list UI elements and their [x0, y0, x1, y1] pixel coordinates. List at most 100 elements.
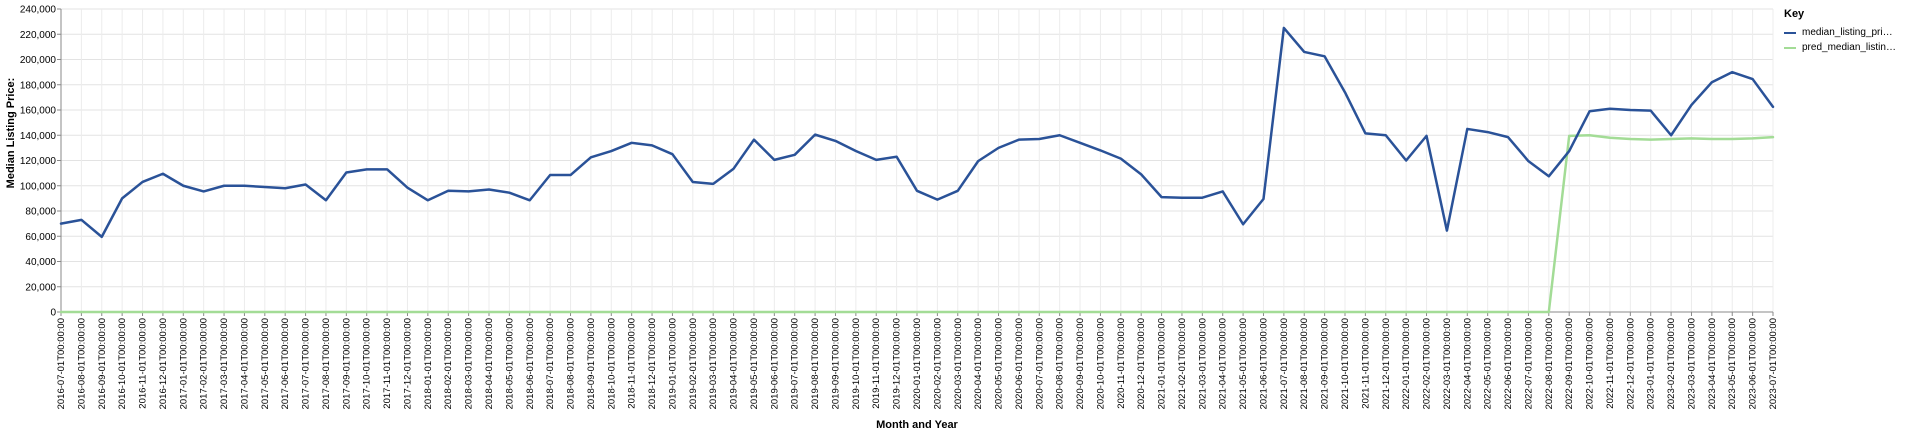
- x-tick-label: 2023-03-01T00:00:00: [1686, 318, 1697, 409]
- x-tick-label: 2018-11-01T00:00:00: [627, 318, 638, 409]
- x-tick-label: 2019-09-01T00:00:00: [830, 318, 841, 409]
- x-tick-label: 2021-10-01T00:00:00: [1340, 318, 1351, 409]
- y-tick-label: 80,000: [25, 207, 56, 218]
- x-tick-label: 2020-11-01T00:00:00: [1116, 318, 1127, 409]
- x-tick-label: 2022-05-01T00:00:00: [1483, 318, 1494, 409]
- x-tick-label: 2022-10-01T00:00:00: [1585, 318, 1596, 409]
- x-tick-label: 2021-07-01T00:00:00: [1279, 318, 1290, 409]
- x-tick-label: 2018-02-01T00:00:00: [443, 318, 454, 409]
- x-tick-label: 2018-05-01T00:00:00: [504, 318, 515, 409]
- legend-label-pred: pred_median_listin…: [1802, 42, 1896, 53]
- x-tick-label: 2020-04-01T00:00:00: [973, 318, 984, 409]
- y-tick-label: 220,000: [20, 30, 57, 41]
- y-tick-label: 160,000: [20, 106, 57, 117]
- x-tick-label: 2023-06-01T00:00:00: [1748, 318, 1759, 409]
- y-axis: 0 20,000 40,000 60,000 80,000 100,000 120,000 1…: [20, 5, 62, 319]
- legend-swatch-median: [1784, 31, 1796, 34]
- x-tick-label: 2021-12-01T00:00:00: [1381, 318, 1392, 409]
- x-tick-label: 2023-05-01T00:00:00: [1727, 318, 1738, 409]
- x-tick-label: 2016-09-01T00:00:00: [97, 318, 108, 409]
- x-tick-label: 2019-11-01T00:00:00: [871, 318, 882, 409]
- x-tick-label: 2017-10-01T00:00:00: [362, 318, 373, 409]
- x-tick-label: 2022-04-01T00:00:00: [1462, 318, 1473, 409]
- x-tick-label: 2017-04-01T00:00:00: [239, 318, 250, 409]
- x-tick-label: 2021-02-01T00:00:00: [1177, 318, 1188, 409]
- x-tick-label: 2018-09-01T00:00:00: [586, 318, 597, 409]
- x-tick-label: 2022-06-01T00:00:00: [1503, 318, 1514, 409]
- x-tick-label: 2019-05-01T00:00:00: [749, 318, 760, 409]
- x-tick-label: 2020-02-01T00:00:00: [932, 318, 943, 409]
- x-tick-label: 2017-12-01T00:00:00: [402, 318, 413, 409]
- legend-label-median: median_listing_pri…: [1802, 27, 1893, 38]
- x-tick-label: 2017-05-01T00:00:00: [260, 318, 271, 409]
- x-tick-label: 2022-11-01T00:00:00: [1605, 318, 1616, 409]
- x-tick-label: 2019-02-01T00:00:00: [688, 318, 699, 409]
- y-tick-label: 40,000: [25, 257, 56, 268]
- x-tick-label: 2019-06-01T00:00:00: [769, 318, 780, 409]
- x-tick-label: 2019-03-01T00:00:00: [708, 318, 719, 409]
- x-tick-label: 2018-01-01T00:00:00: [423, 318, 434, 409]
- x-tick-label: 2018-10-01T00:00:00: [606, 318, 617, 409]
- x-tick-label: 2017-06-01T00:00:00: [280, 318, 291, 409]
- x-tick-label: 2019-08-01T00:00:00: [810, 318, 821, 409]
- x-tick-label: 2019-01-01T00:00:00: [667, 318, 678, 409]
- x-tick-label: 2022-08-01T00:00:00: [1544, 318, 1555, 409]
- x-tick-label: 2022-01-01T00:00:00: [1401, 318, 1412, 409]
- x-tick-label: 2020-06-01T00:00:00: [1014, 318, 1025, 409]
- x-tick-label: 2017-01-01T00:00:00: [178, 318, 189, 409]
- x-tick-label: 2020-08-01T00:00:00: [1055, 318, 1066, 409]
- x-tick-label: 2020-03-01T00:00:00: [953, 318, 964, 409]
- x-tick-label: 2018-07-01T00:00:00: [545, 318, 556, 409]
- x-tick-label: 2018-03-01T00:00:00: [464, 318, 475, 409]
- y-tick-label: 180,000: [20, 80, 57, 91]
- x-tick-label: 2020-10-01T00:00:00: [1095, 318, 1106, 409]
- gridlines: [60, 8, 1774, 313]
- series-lines: [59, 26, 1775, 314]
- x-tick-label: 2021-08-01T00:00:00: [1299, 318, 1310, 409]
- x-tick-label: 2019-07-01T00:00:00: [790, 318, 801, 409]
- x-tick-label: 2020-09-01T00:00:00: [1075, 318, 1086, 409]
- x-tick-label: 2016-11-01T00:00:00: [138, 318, 149, 409]
- x-tick-label: 2016-10-01T00:00:00: [117, 318, 128, 409]
- x-tick-label: 2016-07-01T00:00:00: [56, 318, 67, 409]
- x-tick-label: 2018-06-01T00:00:00: [525, 318, 536, 409]
- x-tick-label: 2016-08-01T00:00:00: [76, 318, 87, 409]
- legend-swatch-pred: [1784, 46, 1796, 49]
- x-tick-label: 2022-09-01T00:00:00: [1564, 318, 1575, 409]
- x-tick-label: 2021-11-01T00:00:00: [1360, 318, 1371, 409]
- x-tick-label: 2021-04-01T00:00:00: [1218, 318, 1229, 409]
- legend-item-median-listing-price: median_listing_pri…: [1784, 25, 1896, 40]
- y-tick-label: 100,000: [20, 181, 57, 192]
- x-tick-label: 2017-03-01T00:00:00: [219, 318, 230, 409]
- y-tick-label: 20,000: [25, 282, 56, 293]
- y-tick-label: 60,000: [25, 232, 56, 243]
- x-tick-label: 2020-01-01T00:00:00: [912, 318, 923, 409]
- x-tick-label: 2022-02-01T00:00:00: [1422, 318, 1433, 409]
- x-tick-label: 2021-03-01T00:00:00: [1197, 318, 1208, 409]
- x-axis: 2016-07-01T00:00:00 2016-08-01T00:00:00 20…: [56, 311, 1779, 409]
- y-tick-label: 140,000: [20, 131, 57, 142]
- x-tick-label: 2021-01-01T00:00:00: [1157, 318, 1168, 409]
- x-tick-label: 2019-04-01T00:00:00: [729, 318, 740, 409]
- x-tick-label: 2020-07-01T00:00:00: [1034, 318, 1045, 409]
- x-axis-title: Month and Year: [876, 419, 958, 431]
- legend-item-pred-median-listing: pred_median_listin…: [1784, 40, 1896, 55]
- x-tick-label: 2017-08-01T00:00:00: [321, 318, 332, 409]
- x-tick-label: 2019-12-01T00:00:00: [892, 318, 903, 409]
- series-line-pred-median-listing-price: [59, 134, 1775, 314]
- x-tick-label: 2021-06-01T00:00:00: [1258, 318, 1269, 409]
- y-tick-label: 120,000: [20, 156, 57, 167]
- x-tick-label: 2017-02-01T00:00:00: [199, 318, 210, 409]
- x-tick-label: 2019-10-01T00:00:00: [851, 318, 862, 409]
- x-tick-label: 2022-07-01T00:00:00: [1523, 318, 1534, 409]
- x-tick-label: 2023-01-01T00:00:00: [1646, 318, 1657, 409]
- x-tick-label: 2020-12-01T00:00:00: [1136, 318, 1147, 409]
- x-tick-label: 2021-05-01T00:00:00: [1238, 318, 1249, 409]
- x-tick-label: 2017-11-01T00:00:00: [382, 318, 393, 409]
- legend-title: Key: [1784, 8, 1805, 20]
- x-tick-label: 2018-08-01T00:00:00: [566, 318, 577, 409]
- x-tick-label: 2017-09-01T00:00:00: [341, 318, 352, 409]
- y-tick-label: 0: [50, 308, 56, 319]
- x-tick-label: 2018-04-01T00:00:00: [484, 318, 495, 409]
